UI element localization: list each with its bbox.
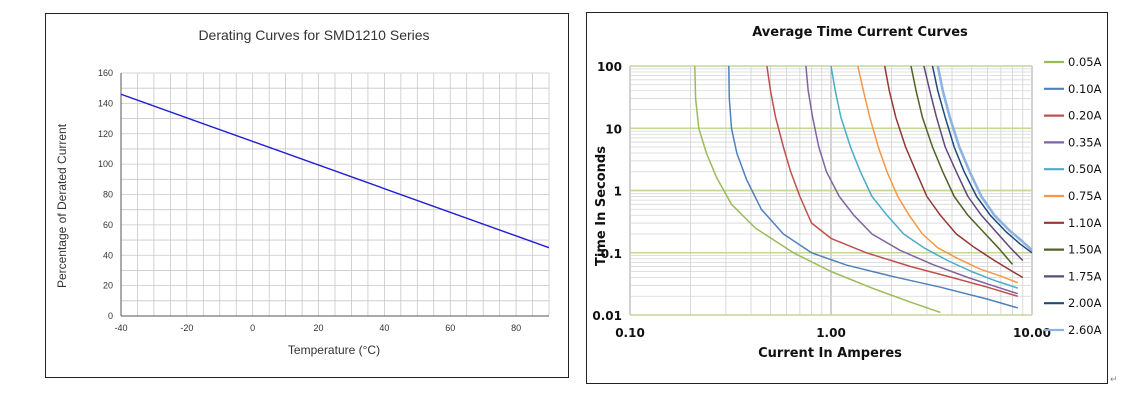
x-tick-label: 80 <box>511 323 521 333</box>
chart-title: Average Time Current Curves <box>752 25 968 40</box>
chart-title: Derating Curves for SMD1210 Series <box>198 27 429 43</box>
y-axis-label: Time In Seconds <box>594 146 609 266</box>
x-tick-label: 0 <box>250 323 255 333</box>
tick-labels: -40 -20 0 20 40 60 80 0 20 40 60 80 100 120 140 160 <box>98 68 521 333</box>
legend-label: 1.10A <box>1068 216 1102 230</box>
time-current-chart-panel: Average Time Current Curves 0.10 1.00 10.0… <box>586 12 1108 384</box>
tick-labels: 0.10 1.00 10.00 0.01 0.1 1 10 100 <box>592 60 1051 340</box>
curve-2-60A <box>936 66 1032 252</box>
curve-0-35A <box>805 66 1019 295</box>
legend-label: 0.05A <box>1068 55 1102 69</box>
derating-chart: Derating Curves for SMD1210 Series -40 -2… <box>55 27 550 357</box>
legend-label: 2.60A <box>1068 323 1102 337</box>
x-axis-label: Temperature (°C) <box>288 343 380 357</box>
y-tick-label: 0 <box>108 311 113 321</box>
axes <box>120 73 549 317</box>
series <box>694 66 1032 314</box>
time-current-chart: Average Time Current Curves 0.10 1.00 10.0… <box>592 25 1102 361</box>
y-tick-label: 1 <box>614 185 622 199</box>
x-tick-label: -20 <box>180 323 193 333</box>
y-tick-label: 120 <box>98 129 113 139</box>
x-tick-label: 1.00 <box>816 326 846 340</box>
curve-1-75A <box>923 66 1024 262</box>
legend-label: 2.00A <box>1068 296 1102 310</box>
x-axis-label: Current In Amperes <box>758 346 902 361</box>
x-tick-label: 40 <box>379 323 389 333</box>
curve-1-50A <box>910 66 1014 265</box>
legend-label: 0.20A <box>1068 109 1102 123</box>
curve-2-00A <box>931 66 1032 254</box>
y-tick-label: 20 <box>103 281 113 291</box>
y-tick-label: 10 <box>605 122 622 136</box>
legend-label: 0.75A <box>1068 189 1102 203</box>
legend-label: 0.35A <box>1068 135 1102 149</box>
legend-label: 0.10A <box>1068 82 1102 96</box>
curve-0-20A <box>766 66 1019 298</box>
curve-0-10A <box>728 66 1019 309</box>
derating-chart-panel: Derating Curves for SMD1210 Series -40 -2… <box>45 13 569 378</box>
y-tick-label: 0.01 <box>592 309 622 323</box>
y-tick-label: 100 <box>98 159 113 169</box>
y-axis-label: Percentage of Derated Current <box>55 123 69 288</box>
x-tick-label: 60 <box>445 323 455 333</box>
legend-label: 0.50A <box>1068 162 1102 176</box>
y-tick-label: 160 <box>98 68 113 78</box>
curve-0-50A <box>830 66 1019 289</box>
paragraph-mark: ↵ <box>1110 374 1118 384</box>
y-tick-label: 80 <box>103 190 113 200</box>
x-tick-label: 20 <box>314 323 324 333</box>
grid <box>629 65 1033 316</box>
x-tick-label: 0.10 <box>615 326 645 340</box>
y-tick-label: 0.1 <box>601 247 622 261</box>
y-tick-label: 100 <box>597 60 622 74</box>
x-tick-label: 10.00 <box>1013 326 1051 340</box>
curve-0-75A <box>857 66 1019 284</box>
grid <box>120 72 550 317</box>
y-tick-label: 60 <box>103 220 113 230</box>
y-tick-label: 40 <box>103 250 113 260</box>
legend-label: 1.75A <box>1068 269 1102 283</box>
legend: 0.05A 0.10A 0.20A 0.35A 0.50A 0.75A 1.10A 1.50A… <box>1044 55 1102 337</box>
curve-1-10A <box>883 66 1024 279</box>
y-tick-label: 140 <box>98 98 113 108</box>
x-tick-label: -40 <box>114 323 127 333</box>
series <box>120 93 550 249</box>
derating-line <box>120 93 550 249</box>
legend-label: 1.50A <box>1068 243 1102 257</box>
curve-0-05A <box>694 66 941 314</box>
